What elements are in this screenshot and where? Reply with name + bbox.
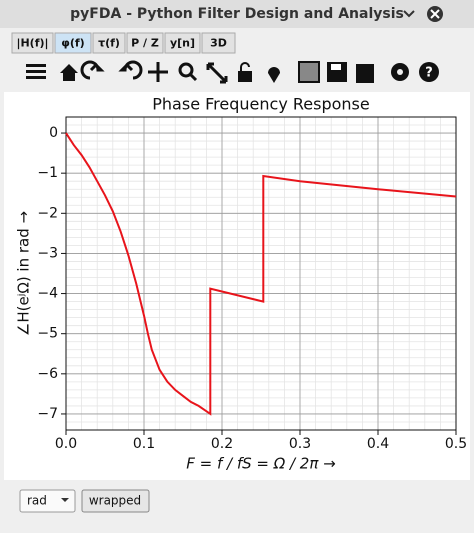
- icon-marker[interactable]: [268, 67, 280, 83]
- y-tick-label: −3: [37, 245, 58, 261]
- wrapped-button[interactable]: [81, 489, 150, 513]
- icon-zoom[interactable]: [178, 62, 194, 78]
- icon-home[interactable]: [60, 64, 78, 81]
- plot: Phase Frequency Response 0.0 0.1 0.2 0.3 0.4 0…: [15, 95, 468, 473]
- chart-title: Phase Frequency Response: [152, 95, 369, 114]
- tab[interactable]: [126, 32, 164, 54]
- y-tick-label: −5: [37, 326, 58, 342]
- icon-help[interactable]: [419, 62, 439, 82]
- y-tick-label: −1: [37, 165, 58, 181]
- icon-lock[interactable]: [238, 71, 252, 82]
- tab-label: |H(f)|: [16, 37, 48, 50]
- y-tick-label: −4: [37, 286, 58, 302]
- tab[interactable]: [201, 32, 236, 54]
- window-title: pyFDA - Python Filter Design and Analysi…: [70, 6, 404, 22]
- tab[interactable]: [164, 32, 201, 54]
- y-tick-label: −2: [37, 205, 58, 221]
- x-tick-label: 0.3: [289, 436, 311, 452]
- tab[interactable]: [92, 32, 126, 54]
- icon-grid[interactable]: [298, 61, 320, 83]
- menu-button[interactable]: [403, 10, 415, 18]
- x-tick-label: 0.4: [367, 436, 389, 452]
- y-axis-label: ∠H(eʲΩ) in rad →: [15, 211, 33, 336]
- x-axis-label: F = f / fS = Ω / 2π →: [186, 455, 335, 473]
- icon-autoscale[interactable]: [206, 62, 228, 84]
- tab-label: P / Z: [131, 37, 159, 50]
- y-tick-label: −7: [37, 406, 58, 422]
- icon-forward[interactable]: [118, 60, 143, 80]
- tab[interactable]: [11, 32, 54, 54]
- title-bar: [0, 0, 474, 28]
- plot-frame: [65, 116, 457, 431]
- svg-text:?: ?: [425, 66, 433, 81]
- tab-label: 3D: [210, 37, 227, 50]
- tab-label: τ(f): [98, 37, 120, 50]
- icon-clipboard[interactable]: [356, 64, 374, 83]
- icon-back[interactable]: [80, 60, 105, 80]
- icon-pan[interactable]: [148, 62, 168, 82]
- unit-select[interactable]: [19, 489, 76, 513]
- toolbar-icons: ?: [26, 60, 439, 84]
- tab[interactable]: [54, 32, 92, 54]
- x-tick-label: 0.2: [211, 436, 233, 452]
- phase-line: [65, 132, 457, 416]
- wrapped-button-label: wrapped: [89, 494, 141, 508]
- tab-label: y[n]: [170, 37, 195, 50]
- x-tick-label: 0.1: [133, 436, 155, 452]
- unit-select-label: rad: [27, 494, 47, 508]
- y-tick-label: −6: [37, 366, 58, 382]
- tab-bar: |H(f)| φ(f) τ(f) P / Z y[n] 3D: [11, 32, 236, 54]
- tab-label: φ(f): [61, 37, 84, 50]
- x-tick-label: 0.5: [445, 436, 467, 452]
- icon-menu[interactable]: [26, 64, 46, 67]
- y-tick-label: 0: [49, 125, 58, 141]
- x-tick-label: 0.0: [55, 436, 77, 452]
